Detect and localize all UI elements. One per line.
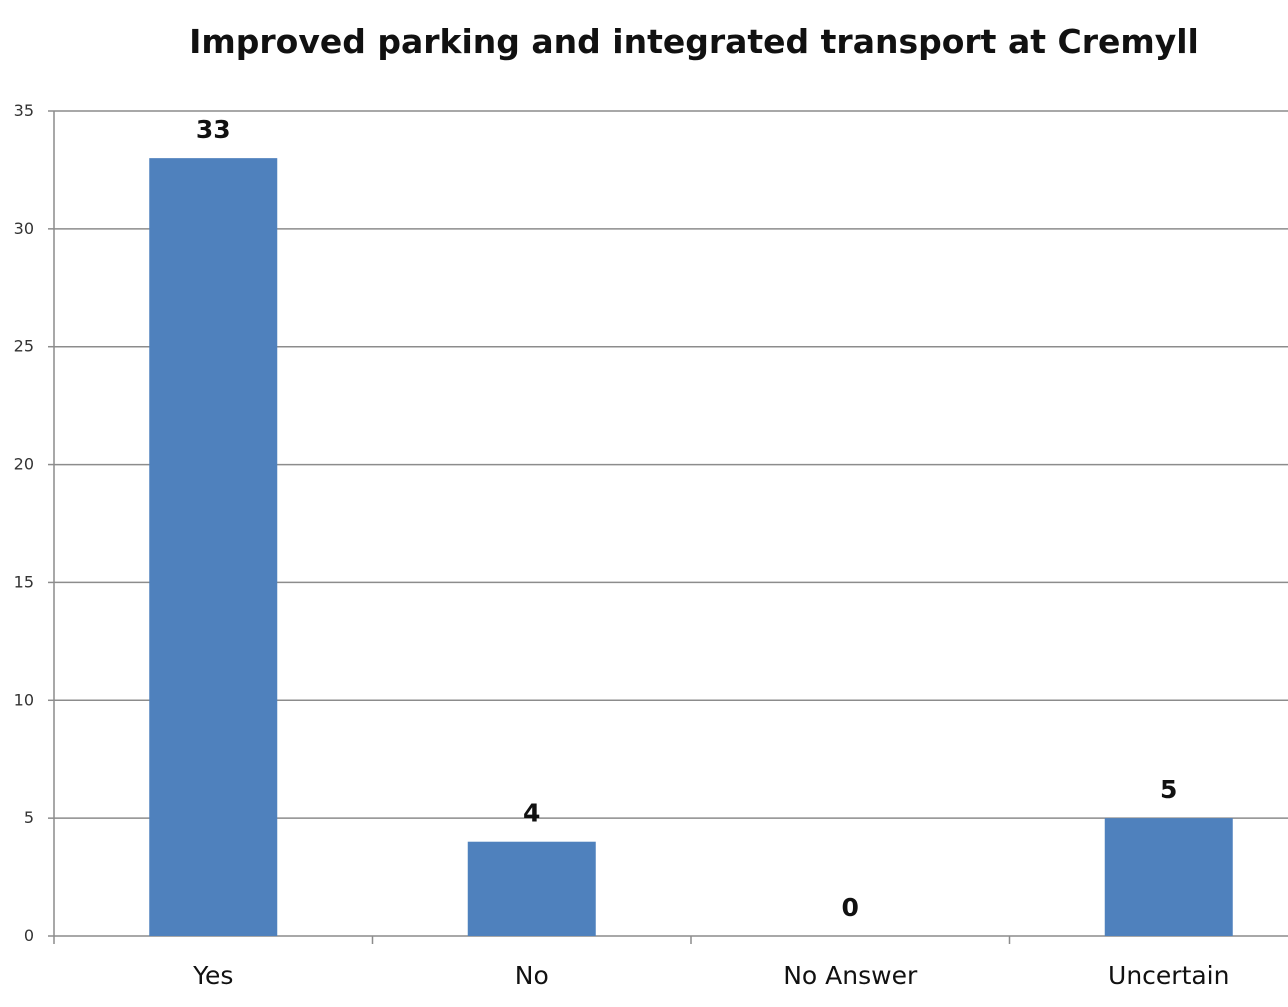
bar-uncertain <box>1104 818 1233 936</box>
x-category-label-no: No <box>515 961 549 990</box>
y-tick-label-25: 25 <box>14 337 34 356</box>
x-category-label-no-answer: No Answer <box>783 961 918 990</box>
category-labels: Yes No No Answer Uncertain <box>192 961 1229 990</box>
y-tick-label-30: 30 <box>14 219 34 238</box>
bar-yes <box>149 158 278 937</box>
chart-title: Improved parking and integrated transpor… <box>189 22 1199 61</box>
y-tick-label-0: 0 <box>24 926 34 945</box>
y-tick-label-35: 35 <box>14 101 34 120</box>
x-category-label-uncertain: Uncertain <box>1108 961 1229 990</box>
y-tick-label-10: 10 <box>14 690 34 709</box>
y-tick-labels: 0 5 10 15 20 25 30 35 <box>14 101 34 945</box>
bar-no <box>467 841 596 936</box>
y-tick-label-5: 5 <box>24 808 34 827</box>
y-tick-label-20: 20 <box>14 455 34 474</box>
bars <box>149 158 1233 937</box>
data-label-no: 4 <box>523 799 540 828</box>
data-labels: 33 4 0 5 <box>196 115 1178 922</box>
y-tick-label-15: 15 <box>14 572 34 591</box>
x-category-label-yes: Yes <box>192 961 233 990</box>
data-label-uncertain: 5 <box>1160 775 1177 804</box>
data-label-no-answer: 0 <box>842 893 859 922</box>
data-label-yes: 33 <box>196 115 231 144</box>
